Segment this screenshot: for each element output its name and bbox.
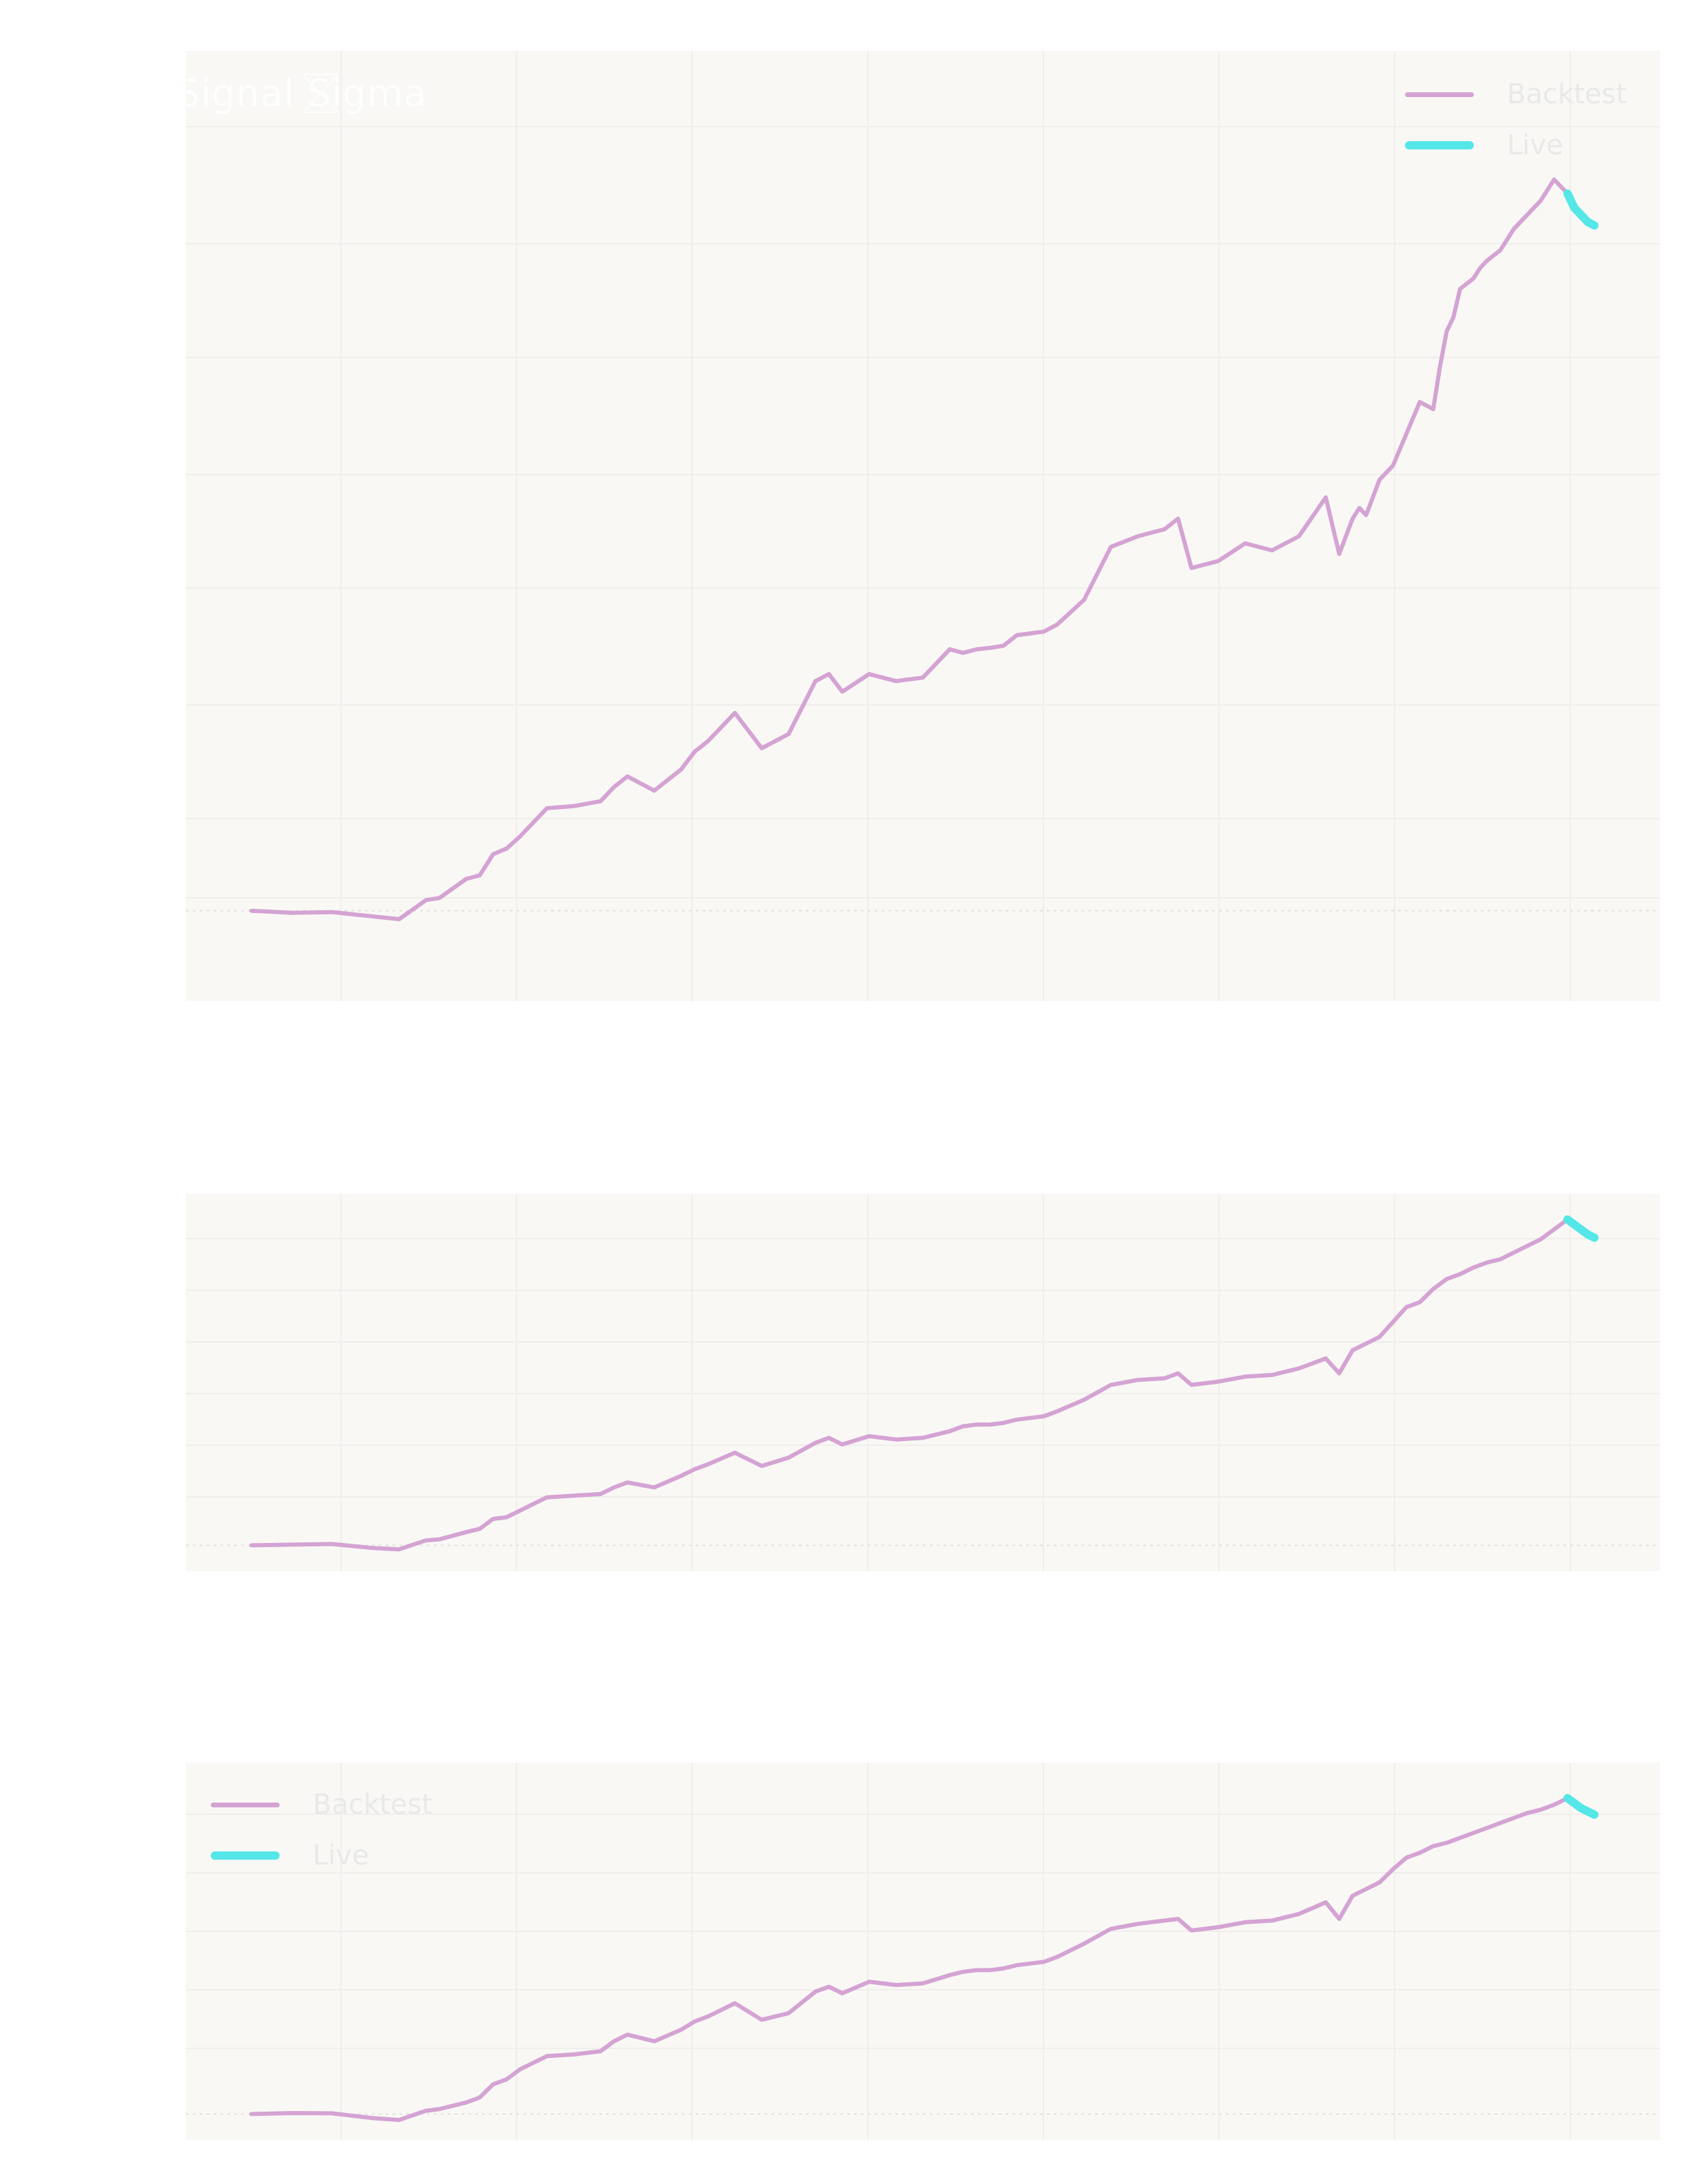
legend-swatch-live xyxy=(1405,141,1474,149)
logo-text: Signal Sigma xyxy=(176,72,428,115)
equity-chart-bottom xyxy=(186,1763,1660,2140)
series-line-backtest xyxy=(249,1796,1570,2122)
legend-swatch-backtest xyxy=(211,1802,280,1807)
equity-chart-top xyxy=(186,51,1660,1001)
legend-item-backtest: Backtest xyxy=(1405,78,1627,110)
series-line-live xyxy=(1563,1215,1599,1242)
legend-top: Backtest Live xyxy=(1405,78,1627,161)
series-line-live xyxy=(1563,189,1599,230)
equity-chart-middle xyxy=(186,1194,1660,1571)
series-line-live xyxy=(1563,1794,1599,1819)
legend-swatch-live xyxy=(211,1851,280,1860)
series-line-backtest xyxy=(249,1217,1570,1552)
legend-item-backtest: Backtest xyxy=(211,1789,433,1820)
chart-panel-bottom: Backtest Live xyxy=(186,1763,1660,2140)
chevron-logo-icon xyxy=(302,74,338,113)
chart-panel-top: Signal Sigma Backtest Live xyxy=(176,51,1660,1001)
legend-item-live: Live xyxy=(211,1840,433,1871)
legend-label-backtest: Backtest xyxy=(313,1789,433,1820)
legend-bottom: Backtest Live xyxy=(211,1789,433,1871)
legend-label-backtest: Backtest xyxy=(1507,78,1627,110)
legend-label-live: Live xyxy=(1507,129,1563,161)
grid xyxy=(186,51,1660,1001)
legend-swatch-backtest xyxy=(1405,92,1474,97)
logo: Signal Sigma xyxy=(176,72,427,115)
legend-item-live: Live xyxy=(1405,129,1627,161)
chart-panel-middle xyxy=(186,1194,1660,1571)
grid xyxy=(186,1763,1660,2140)
series-line-backtest xyxy=(249,177,1570,921)
legend-label-live: Live xyxy=(313,1840,369,1871)
grid xyxy=(186,1194,1660,1571)
